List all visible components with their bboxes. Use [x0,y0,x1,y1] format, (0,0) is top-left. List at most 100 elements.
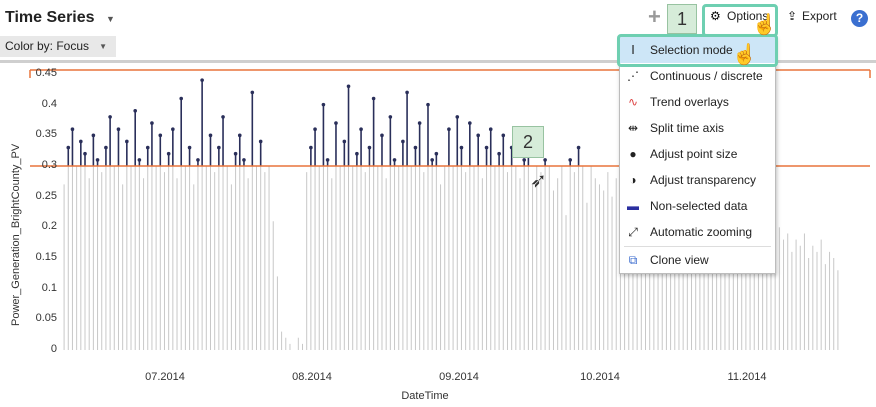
y-tick-label: 0.1 [41,281,57,294]
transparency-icon: ◑ [629,173,637,187]
data-point [137,158,142,162]
data-point [413,145,418,150]
menu-item-adjust-transparency[interactable]: ◑ Adjust transparency [620,167,775,193]
data-point [434,151,439,156]
data-point [208,133,213,138]
add-icon[interactable]: + [648,4,661,29]
y-tick-label: 0.4 [41,97,57,110]
data-point [79,139,83,144]
x-tick-label: 08.2014 [292,371,332,383]
data-point [355,151,359,156]
data-point [401,139,405,144]
y-tick-label: 0.45 [35,67,57,79]
data-point [346,84,351,89]
data-point [426,102,430,107]
data-point [576,145,581,150]
data-point [497,151,501,156]
data-point [217,145,221,150]
data-point [200,78,204,82]
data-point [325,158,330,162]
menu-item-clone-view[interactable]: ⧉ Clone view [620,247,775,273]
data-point [70,127,75,131]
y-tick-label: 0.2 [41,220,57,233]
continuous-discrete-icon: ⋰ [627,69,639,83]
step-badge-1: 1 [667,4,697,34]
data-point [405,90,409,95]
title-dropdown-icon[interactable]: ▼ [106,14,115,24]
data-point [125,139,129,144]
data-point [150,121,154,125]
data-point [430,158,434,162]
menu-item-split-time-axis[interactable]: ⇹ Split time axis [627,121,725,135]
automatic-zooming-icon: ⤢ [628,225,638,239]
menu-item-selection-mode[interactable]: Ⅰ Selection mode [620,37,775,63]
data-point [83,151,87,156]
split-time-axis-icon: ⇹ [627,121,639,135]
data-point [171,127,175,131]
help-icon[interactable]: ? [851,10,868,27]
data-point [417,121,422,125]
data-point [221,115,225,119]
hand-cursor-icon: ☝ [732,44,757,66]
point-size-icon: ● [629,147,637,161]
x-tick-label: 10.2014 [580,371,620,383]
y-tick-label: 0.35 [35,128,57,141]
data-point [116,127,121,131]
data-point [250,90,255,95]
data-point [522,158,526,162]
color-by-dropdown[interactable]: Color by: Focus ▼ [0,36,116,57]
gear-icon[interactable]: ⚙ [710,9,721,23]
menu-item-automatic-zooming[interactable]: ⤢ Automatic zooming [620,219,775,245]
data-point [166,151,171,156]
data-point [543,158,547,162]
x-tick-label: 11.2014 [727,371,767,383]
data-point [313,127,317,131]
data-point [392,158,397,162]
y-tick-label: 0.25 [35,189,57,202]
data-point [158,133,163,138]
options-button[interactable]: Options [727,9,769,23]
y-axis-title: Power_Generation_BrightCounty_PV [10,143,22,326]
export-icon[interactable]: ⇪ [787,9,798,23]
selection-mode-icon: Ⅰ [631,43,635,57]
chevron-down-icon: ▼ [99,42,107,51]
hand-cursor-icon: ☝ [752,14,777,36]
selection-mode-highlight [617,34,778,67]
menu-item-continuous-discrete[interactable]: ⋰ Continuous / discrete [627,69,763,83]
data-point [455,115,460,119]
data-point [359,127,363,131]
data-point [187,145,192,150]
menu-item-adjust-point-size[interactable]: ● Adjust point size [620,141,775,167]
data-point [258,139,263,144]
data-point [568,158,573,162]
export-button[interactable]: Export [802,9,837,23]
color-by-label: Color by: Focus [5,39,90,53]
data-point [342,139,347,144]
data-point [321,102,326,107]
data-point [367,145,372,150]
y-tick-label: 0.15 [35,251,57,263]
data-point [380,133,384,138]
menu-separator [624,246,771,247]
data-point [468,121,472,125]
data-point [447,127,451,131]
data-point [309,145,313,150]
data-point [196,158,200,162]
data-point [179,96,184,101]
data-point [488,127,493,131]
panel-title: Time Series [5,9,95,26]
y-tick-label: 0 [50,343,57,355]
data-point [237,133,242,138]
data-point [95,158,100,162]
x-tick-label: 09.2014 [439,371,479,383]
x-tick-label: 07.2014 [145,371,185,383]
trend-overlays-icon: ∿ [627,95,639,109]
step-badge-2: 2 [512,126,544,158]
menu-item-trend-overlays[interactable]: ∿ Trend overlays [627,95,729,109]
menu-item-non-selected-data[interactable]: ▬ Non-selected data [627,199,748,213]
y-tick-label: 0.3 [41,159,57,171]
divider [0,60,876,63]
x-axis-title: DateTime [401,390,449,402]
data-point [66,145,71,150]
